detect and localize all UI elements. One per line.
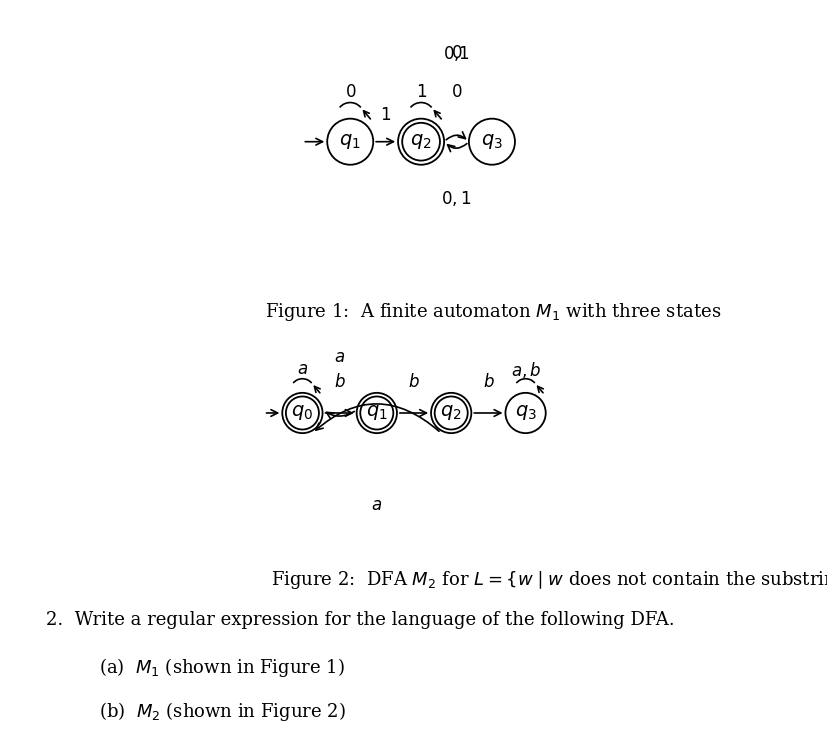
Text: $b$: $b$ — [482, 373, 494, 391]
Text: $q_1$: $q_1$ — [339, 132, 361, 151]
Text: $b$: $b$ — [333, 373, 345, 391]
FancyArrowPatch shape — [316, 404, 438, 431]
Text: $0,1$: $0,1$ — [441, 189, 471, 208]
Text: $b$: $b$ — [408, 373, 419, 391]
Text: $q_3$: $q_3$ — [480, 132, 502, 151]
Text: Figure 2:  DFA $M_2$ for $L = \{w \mid w$ does not contain the substring $bbb\}$: Figure 2: DFA $M_2$ for $L = \{w \mid w$… — [271, 569, 827, 591]
Text: $q_0$: $q_0$ — [291, 404, 313, 422]
FancyArrowPatch shape — [447, 144, 466, 151]
Text: $q_2$: $q_2$ — [440, 404, 461, 422]
Text: $0{,}1$: $0{,}1$ — [442, 44, 470, 63]
Text: $0$: $0$ — [450, 83, 461, 100]
Text: $1$: $1$ — [380, 107, 390, 124]
Text: $1$: $1$ — [415, 83, 426, 100]
Text: $a$: $a$ — [370, 497, 382, 514]
Text: $q_1$: $q_1$ — [366, 404, 387, 422]
Text: 2.  Write a regular expression for the language of the following DFA.: 2. Write a regular expression for the la… — [45, 611, 673, 629]
Text: $0$: $0$ — [450, 44, 461, 62]
Text: $a{,}\, b$: $a{,}\, b$ — [510, 359, 540, 379]
Text: $q_2$: $q_2$ — [409, 132, 432, 151]
FancyArrowPatch shape — [446, 132, 465, 139]
FancyArrowPatch shape — [326, 411, 354, 418]
Text: (b)  $M_2$ (shown in Figure 2): (b) $M_2$ (shown in Figure 2) — [99, 700, 346, 723]
Text: $q_3$: $q_3$ — [514, 404, 536, 422]
Text: (a)  $M_1$ (shown in Figure 1): (a) $M_1$ (shown in Figure 1) — [99, 655, 345, 679]
Text: $a$: $a$ — [333, 348, 345, 366]
Text: Figure 1:  A finite automaton $M_1$ with three states: Figure 1: A finite automaton $M_1$ with … — [265, 300, 720, 323]
Text: $a$: $a$ — [297, 361, 308, 378]
Text: $0$: $0$ — [344, 83, 356, 100]
